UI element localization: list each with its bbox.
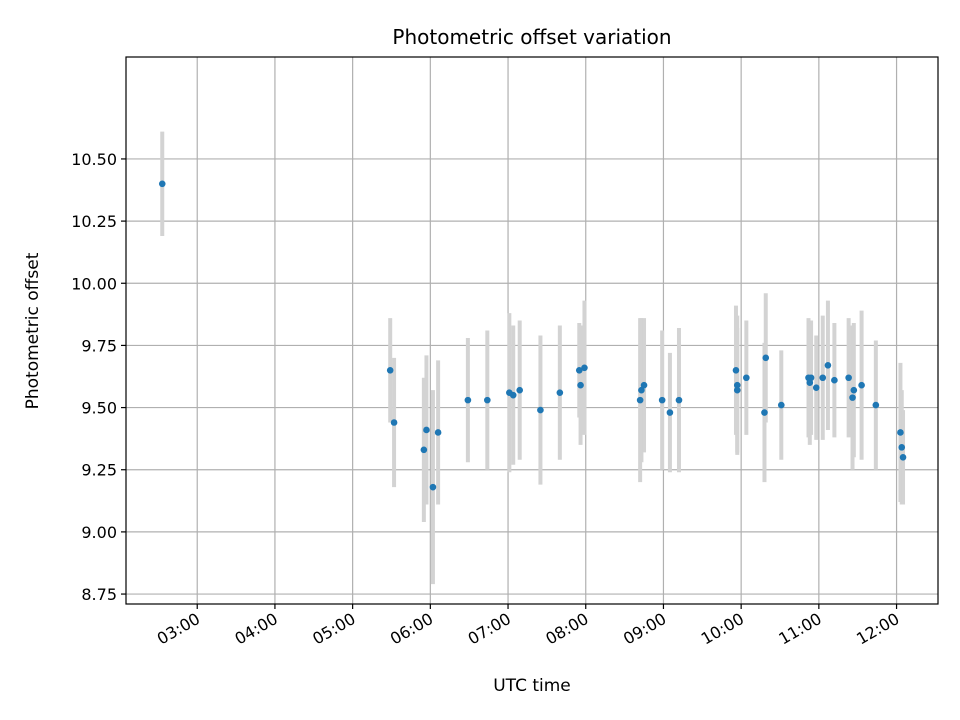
grid bbox=[126, 57, 938, 604]
y-tick-label: 10.50 bbox=[71, 150, 117, 169]
y-tick-label: 10.25 bbox=[71, 212, 117, 231]
data-point bbox=[581, 364, 588, 372]
data-point bbox=[733, 386, 741, 394]
data-point bbox=[858, 381, 865, 389]
data-points bbox=[158, 180, 907, 491]
data-point bbox=[640, 381, 648, 389]
data-point bbox=[849, 394, 856, 401]
data-point bbox=[732, 366, 740, 374]
data-point bbox=[675, 396, 683, 404]
data-point bbox=[762, 354, 770, 362]
data-point bbox=[872, 401, 880, 409]
data-point bbox=[423, 426, 430, 434]
y-tick-label: 9.75 bbox=[81, 336, 117, 355]
data-point bbox=[638, 386, 645, 394]
data-point bbox=[761, 409, 768, 416]
data-point bbox=[777, 401, 785, 409]
data-point bbox=[831, 376, 838, 384]
data-point bbox=[812, 384, 820, 391]
data-point bbox=[819, 374, 827, 382]
data-point bbox=[824, 362, 832, 369]
data-point bbox=[743, 374, 750, 382]
data-point bbox=[386, 366, 394, 374]
y-tick-label: 9.25 bbox=[81, 461, 117, 480]
data-point bbox=[390, 419, 398, 426]
data-point bbox=[845, 374, 852, 382]
data-point bbox=[733, 381, 741, 389]
data-point bbox=[429, 483, 437, 491]
plot-frame bbox=[125, 56, 939, 605]
data-point bbox=[807, 374, 815, 382]
data-point bbox=[658, 396, 666, 404]
data-point bbox=[509, 391, 517, 399]
data-point bbox=[636, 396, 644, 404]
y-tick-label: 10.00 bbox=[71, 274, 117, 293]
y-tick-label: 9.50 bbox=[81, 399, 117, 418]
y-tick-label: 9.00 bbox=[81, 523, 117, 542]
data-point bbox=[898, 444, 906, 451]
data-point bbox=[577, 381, 584, 389]
data-point bbox=[516, 386, 523, 394]
data-point bbox=[464, 396, 472, 404]
data-point bbox=[434, 429, 442, 436]
y-axis: 8.75 9.00 9.25 9.50 9.75 10.00 10.25 10.50 bbox=[71, 150, 126, 604]
y-axis-title: Photometric offset bbox=[23, 252, 43, 409]
data-point bbox=[420, 446, 428, 454]
data-point bbox=[158, 180, 166, 188]
data-point bbox=[556, 389, 564, 396]
data-point bbox=[850, 386, 858, 394]
y-tick-label: 8.75 bbox=[81, 585, 117, 604]
data-point bbox=[899, 454, 907, 461]
chart-title: Photometric offset variation bbox=[392, 25, 671, 49]
data-point bbox=[484, 396, 491, 404]
x-axis-title: UTC time bbox=[493, 676, 571, 696]
data-point bbox=[575, 366, 583, 374]
data-point bbox=[897, 429, 904, 436]
data-point bbox=[666, 409, 674, 416]
data-point bbox=[537, 406, 544, 414]
data-point bbox=[806, 379, 814, 387]
